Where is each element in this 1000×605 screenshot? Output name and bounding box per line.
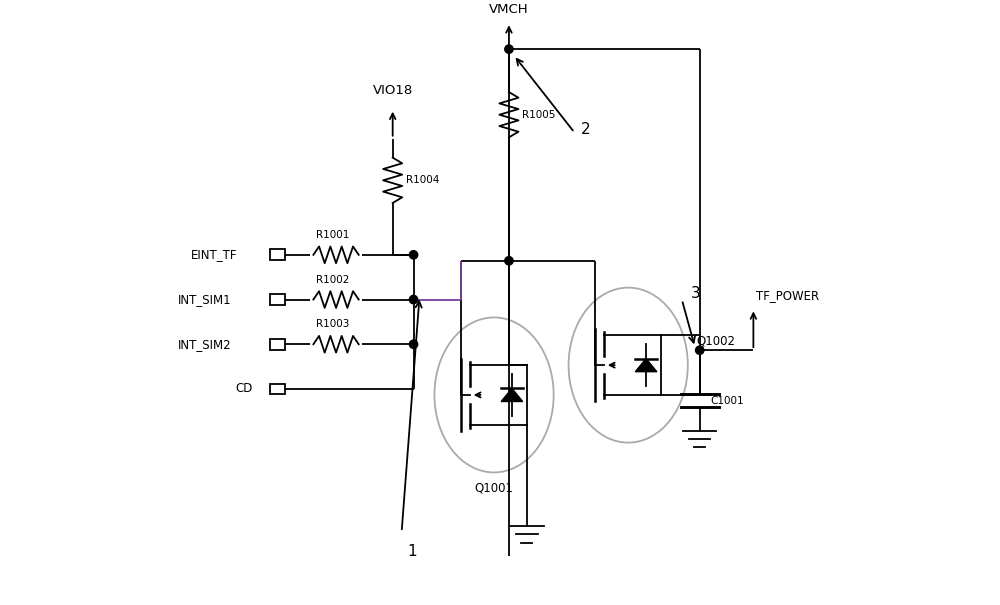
Bar [270, 339, 285, 350]
Text: TF_POWER: TF_POWER [756, 290, 819, 302]
Text: Q1002: Q1002 [697, 335, 736, 348]
Text: 3: 3 [691, 286, 701, 301]
Circle shape [409, 295, 418, 304]
Text: R1002: R1002 [316, 275, 350, 284]
Text: R1003: R1003 [316, 319, 350, 329]
Circle shape [696, 346, 704, 355]
Circle shape [409, 250, 418, 259]
Bar [270, 249, 285, 260]
Text: VIO18: VIO18 [373, 84, 413, 97]
Text: INT_SIM1: INT_SIM1 [178, 293, 232, 306]
Text: INT_SIM2: INT_SIM2 [178, 338, 232, 351]
Text: CD: CD [235, 382, 253, 396]
Text: Q1001: Q1001 [475, 482, 514, 494]
Text: VMCH: VMCH [489, 4, 529, 16]
Bar [270, 384, 285, 394]
Text: R1004: R1004 [406, 175, 439, 185]
Circle shape [505, 45, 513, 53]
Circle shape [505, 257, 513, 265]
Circle shape [409, 340, 418, 348]
Bar [270, 294, 285, 305]
Polygon shape [635, 359, 657, 371]
Text: 1: 1 [408, 544, 417, 559]
Text: R1005: R1005 [522, 110, 555, 120]
Polygon shape [501, 388, 523, 402]
Text: EINT_TF: EINT_TF [191, 248, 238, 261]
Text: 2: 2 [580, 122, 590, 137]
Text: R1001: R1001 [316, 230, 350, 240]
Text: C1001: C1001 [710, 396, 744, 406]
